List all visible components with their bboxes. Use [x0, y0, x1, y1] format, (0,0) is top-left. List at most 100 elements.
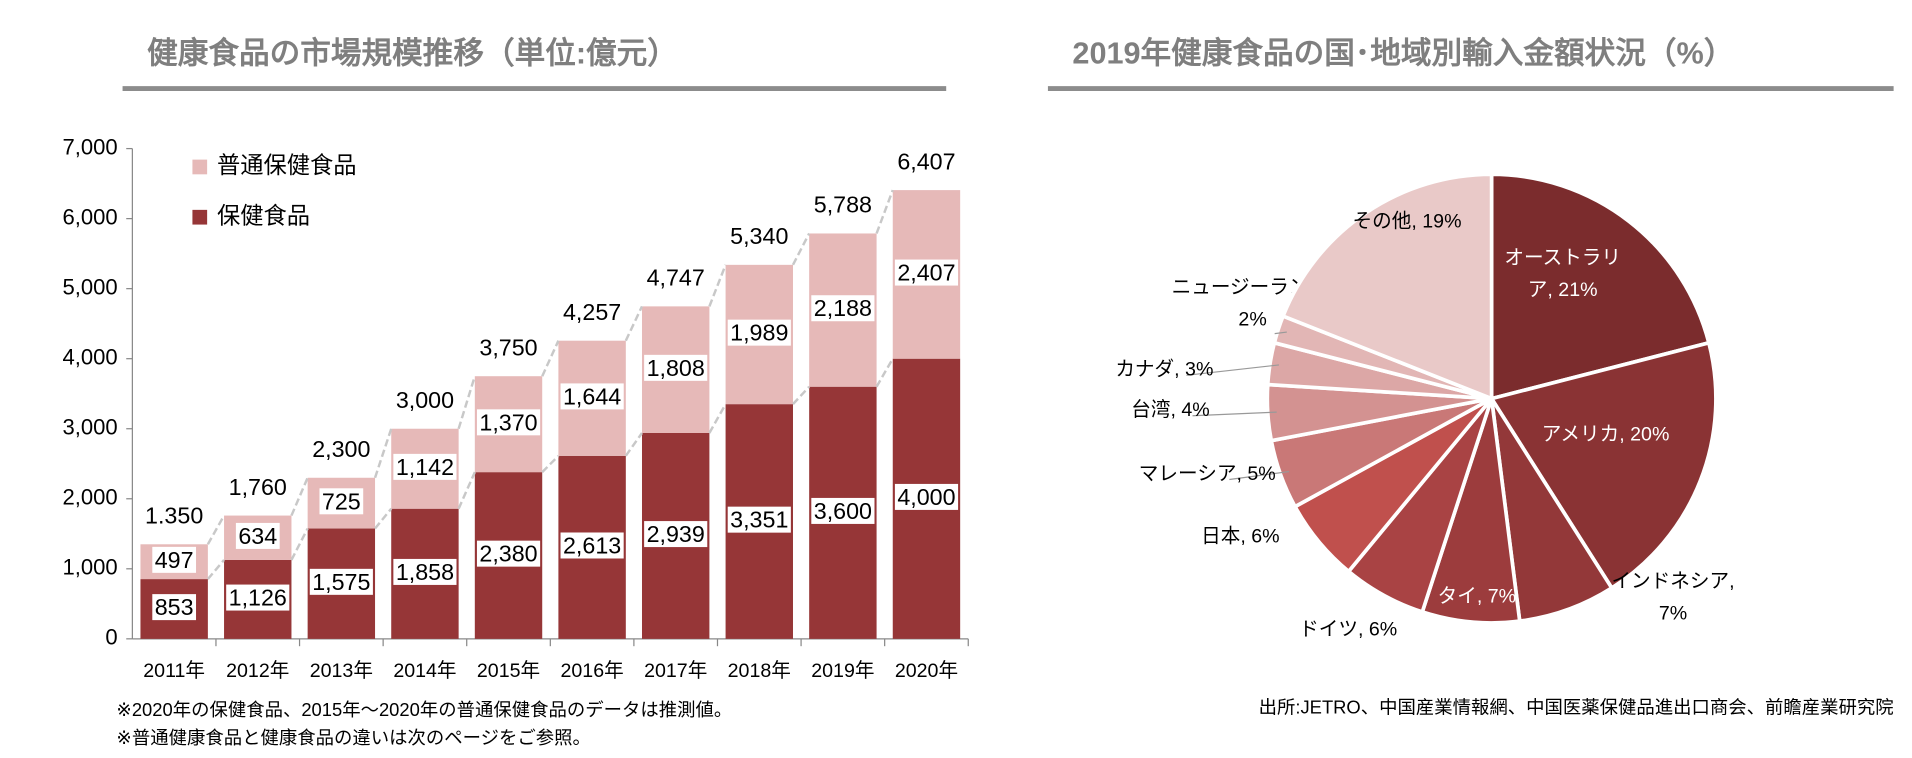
trend-connector	[290, 477, 309, 517]
pie-slice	[1488, 340, 1718, 591]
data-label-group: 1,760	[226, 473, 290, 500]
x-tick-label: 2011年	[143, 660, 205, 682]
data-label-bg	[393, 453, 457, 480]
data-label: 2,380	[479, 541, 537, 567]
legend-swatch	[192, 159, 208, 175]
data-label: 634	[238, 523, 277, 549]
data-label: 497	[155, 547, 194, 573]
slice-label: ア, 21%	[1528, 279, 1598, 301]
data-label-group: 1,126	[226, 584, 290, 611]
data-label: 853	[155, 594, 194, 620]
trend-connector	[373, 428, 393, 479]
data-label-bg	[152, 546, 197, 573]
data-label-bg	[644, 354, 708, 381]
data-label-group: 4,747	[644, 264, 708, 291]
data-label-group: 3,000	[393, 386, 457, 413]
trend-connector	[206, 514, 226, 545]
trend-connector	[624, 432, 643, 457]
data-label-bg	[644, 264, 708, 291]
trend-connector	[374, 507, 393, 530]
data-label: 1,142	[396, 454, 454, 480]
slice-label: オーストラリ	[1504, 247, 1621, 269]
data-label: 2,188	[814, 295, 872, 321]
data-label: 1,858	[396, 559, 454, 585]
data-label-bg	[811, 295, 875, 322]
x-tick-label: 2014年	[393, 660, 456, 682]
note: ※2020年の保健食品、2015年～2020年の普通保健食品のデータは推測値。	[116, 699, 732, 720]
data-label-bg	[894, 483, 959, 510]
data-label-group: 6,407	[894, 148, 959, 175]
x-tick-label: 2019年	[811, 660, 874, 682]
data-label-bg	[560, 383, 624, 410]
slice-label: タイ, 7%	[1438, 585, 1516, 607]
trend-connector	[708, 264, 727, 307]
data-label-group: 5,340	[727, 223, 791, 250]
total-label: 5,788	[814, 192, 872, 218]
leader-line	[1186, 364, 1280, 376]
data-label-group: 1,644	[560, 383, 624, 410]
total-label: 4,257	[563, 299, 621, 325]
data-label: 1,808	[647, 355, 705, 381]
data-label-bg	[560, 532, 624, 559]
data-label: 1,644	[563, 383, 621, 409]
legend-label: 普通保健食品	[217, 152, 357, 178]
left-title: 健康食品の市場規模推移（単位:億元）	[147, 36, 678, 71]
data-label: 725	[322, 488, 361, 514]
total-label: 3,750	[479, 334, 537, 360]
x-tick-label: 2013年	[310, 660, 373, 682]
trend-connector	[875, 358, 894, 388]
data-label: 2,407	[897, 260, 955, 286]
data-label: 3,351	[730, 507, 788, 533]
data-label: 2,939	[647, 521, 705, 547]
data-label: 3,600	[814, 498, 872, 524]
trend-connector	[457, 375, 476, 430]
data-label-bg	[476, 540, 541, 567]
data-label-group: 2,407	[894, 259, 959, 286]
data-label-bg	[226, 584, 290, 611]
data-label-group: 1,575	[309, 568, 373, 595]
data-label-group: 2,188	[811, 295, 875, 322]
pie-slice	[1489, 172, 1712, 401]
data-label-group: 725	[319, 488, 364, 515]
total-label: 5,340	[730, 223, 788, 249]
total-label: 6,407	[897, 148, 955, 174]
total-label: 1.350	[145, 502, 203, 528]
data-label: 1,575	[312, 569, 370, 595]
data-label-bg	[560, 298, 624, 325]
trend-connector	[875, 189, 894, 234]
data-label-bg	[811, 191, 875, 218]
x-tick-label: 2018年	[728, 660, 791, 682]
data-label-group: 2,300	[309, 435, 373, 462]
slice-label: 2%	[1238, 308, 1266, 330]
data-label-bg	[309, 435, 373, 462]
data-label-bg	[235, 522, 280, 549]
data-label-bg	[142, 502, 206, 529]
data-label-group: 1,989	[727, 319, 791, 346]
y-tick-label: 0	[105, 625, 117, 650]
x-tick-label: 2015年	[477, 660, 540, 682]
data-label-bg	[644, 521, 708, 548]
x-tick-label: 2012年	[226, 660, 289, 682]
x-tick-label: 2017年	[644, 660, 707, 682]
note: ※普通健康食品と健康食品の違いは次のページをご参照。	[116, 727, 590, 748]
y-tick-label: 6,000	[62, 204, 117, 229]
slice-label: 台湾, 4%	[1131, 399, 1209, 421]
data-label-bg	[226, 473, 290, 500]
data-label-group: 3,351	[727, 506, 791, 533]
data-label-bg	[894, 148, 959, 175]
total-label: 4,747	[647, 265, 705, 291]
data-label-group: 634	[235, 522, 280, 549]
y-tick-label: 1,000	[62, 555, 117, 580]
trend-connector	[206, 559, 225, 580]
data-label-group: 1.350	[142, 502, 206, 529]
data-label-group: 2,939	[644, 521, 708, 548]
data-label-bg	[476, 334, 541, 361]
y-tick-label: 3,000	[62, 415, 117, 440]
right-title: 2019年健康食品の国･地域別輸入金額状況（%）	[1072, 36, 1734, 71]
y-tick-label: 5,000	[62, 274, 117, 299]
total-label: 1,760	[229, 474, 287, 500]
y-tick-label: 7,000	[62, 134, 117, 159]
slice-label: アメリカ, 20%	[1542, 424, 1670, 446]
data-label-group: 3,750	[476, 334, 541, 361]
